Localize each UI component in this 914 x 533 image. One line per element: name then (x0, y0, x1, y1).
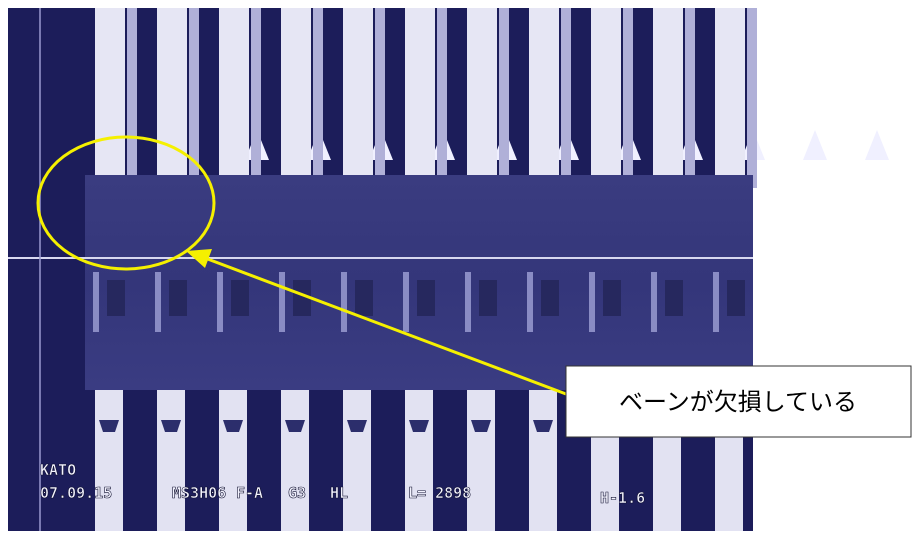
vane-tip (865, 130, 889, 160)
vane (405, 8, 435, 188)
slot (665, 280, 683, 316)
vane (343, 8, 373, 188)
slot (231, 280, 249, 316)
vane (95, 8, 125, 188)
vane (467, 8, 497, 188)
slot (217, 272, 223, 332)
vane (623, 8, 633, 188)
highlight-circle (36, 135, 216, 271)
slot (169, 280, 187, 316)
vane (405, 385, 433, 531)
overlay-text: 07.09.15 (40, 484, 112, 502)
slot (589, 272, 595, 332)
vane (281, 385, 309, 531)
slot-notch (533, 420, 553, 432)
overlay-text: KATO (40, 461, 76, 479)
arrow-head (186, 249, 212, 268)
slot-notch (161, 420, 181, 432)
slot-notch (223, 420, 243, 432)
callout-text: ベーンが欠損している (619, 388, 857, 416)
overlay-text: H-1.6 (600, 489, 645, 507)
slot-notch (409, 420, 429, 432)
callout-box (565, 365, 912, 438)
vane (499, 8, 509, 188)
vane (375, 8, 385, 188)
slot (341, 272, 347, 332)
slot (93, 272, 99, 332)
vane (685, 8, 695, 188)
slot (527, 272, 533, 332)
vane (127, 8, 137, 188)
slot (603, 280, 621, 316)
overlay-text: G3 (288, 484, 306, 502)
vane (219, 8, 249, 188)
slot-notch (471, 420, 491, 432)
slot (541, 280, 559, 316)
slot (355, 280, 373, 316)
vane (747, 8, 757, 188)
vane (95, 385, 123, 531)
vane (281, 8, 311, 188)
vane (653, 8, 683, 188)
slot (651, 272, 657, 332)
vane (189, 8, 199, 188)
vane (437, 8, 447, 188)
slot-notch (99, 420, 119, 432)
slot-notch (347, 420, 367, 432)
slot (403, 272, 409, 332)
slot (107, 280, 125, 316)
overlay-text: F-A (236, 484, 263, 502)
vane (343, 385, 371, 531)
vane (529, 385, 557, 531)
callout-arrow (204, 256, 567, 396)
slot-notch (285, 420, 305, 432)
overlay-text: MS3H06 (172, 484, 226, 502)
slot (465, 272, 471, 332)
vane-tip (803, 130, 827, 160)
vane (313, 8, 323, 188)
overlay-text: L= 2898 (408, 484, 471, 502)
vane (561, 8, 571, 188)
vane (157, 385, 185, 531)
slot (479, 280, 497, 316)
slot (713, 272, 719, 332)
slot (279, 272, 285, 332)
slot (293, 280, 311, 316)
vane (251, 8, 261, 188)
vane (529, 8, 559, 188)
vane (467, 385, 495, 531)
vane (219, 385, 247, 531)
vane (591, 8, 621, 188)
vane (157, 8, 187, 188)
vane (715, 8, 745, 188)
slot (727, 280, 745, 316)
overlay-text: HL (330, 484, 348, 502)
slot (417, 280, 435, 316)
slot (155, 272, 161, 332)
